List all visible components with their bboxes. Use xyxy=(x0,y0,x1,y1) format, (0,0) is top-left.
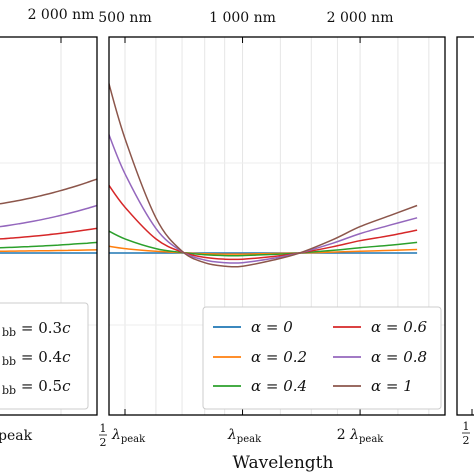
left-panel-lines xyxy=(0,178,97,254)
right-bottom-tick-label: 1 2 xyxy=(462,420,470,447)
legend-label-5: α = 1 xyxy=(371,377,413,395)
center-top-ticks: 500 nm 1 000 nm 2 000 nm xyxy=(98,10,393,43)
left-panel-frame xyxy=(0,36,98,416)
svg-text:2: 2 xyxy=(463,434,470,447)
right-panel-frame xyxy=(456,36,474,416)
left-legend-label-1: bb = 0.4c xyxy=(2,348,71,368)
center-panel-legend: α = 0 α = 0.2 α = 0.4 α = 0.6 α = 0.8 α = 1 xyxy=(202,306,442,410)
legend-label-0: α = 0 xyxy=(251,318,293,336)
left-top-tick-label: 2 000 nm xyxy=(28,7,95,23)
center-panel: 500 nm 1 000 nm 2 000 nm 12 λpeak λpeak 2 λpe… xyxy=(98,10,446,473)
legend-label-1: α = 0.2 xyxy=(251,348,307,366)
center-bottom-ticks: 12 λpeak λpeak 2 λpeak xyxy=(98,409,385,449)
center-panel-frame xyxy=(108,36,446,416)
top-tick-label: 500 nm xyxy=(98,10,151,26)
series-line-3 xyxy=(109,184,418,261)
left-legend-box xyxy=(0,302,89,410)
series-line-5 xyxy=(109,80,418,268)
bottom-tick-label: 2 λpeak xyxy=(337,427,385,445)
left-panel: 2 000 nm bb = 0.3c bb = 0.4c bb = 0.5c pea… xyxy=(0,7,98,444)
series-line-4 xyxy=(109,132,418,264)
top-tick-label: 1 000 nm xyxy=(209,10,276,26)
series-line-2 xyxy=(109,230,418,257)
left-bottom-tick-label: peak xyxy=(0,428,33,444)
x-axis-label: Wavelength xyxy=(233,453,334,473)
series-line-1 xyxy=(109,245,418,255)
legend-label-3: α = 0.6 xyxy=(371,318,428,336)
left-series-line-2 xyxy=(0,241,97,249)
center-legend-box xyxy=(202,306,442,410)
bottom-tick-label: λpeak xyxy=(227,427,262,445)
bottom-tick-label: λpeak xyxy=(111,427,146,445)
left-series-line-4 xyxy=(0,204,97,228)
left-legend-label-0: bb = 0.3c xyxy=(2,319,71,339)
svg-text:1: 1 xyxy=(99,422,106,435)
center-panel-lines xyxy=(109,80,418,268)
left-series-line-3 xyxy=(0,227,97,240)
bottom-tick-label-half: 12 λpeak xyxy=(98,422,146,449)
legend-label-4: α = 0.8 xyxy=(371,348,427,366)
svg-text:2: 2 xyxy=(99,436,106,449)
left-series-line-5 xyxy=(0,178,97,205)
left-legend-label-2: bb = 0.5c xyxy=(2,377,71,397)
svg-text:1: 1 xyxy=(463,420,470,433)
top-tick-label: 2 000 nm xyxy=(327,10,394,26)
left-panel-legend: bb = 0.3c bb = 0.4c bb = 0.5c xyxy=(0,302,89,410)
left-series-line-1 xyxy=(0,249,97,252)
legend-label-2: α = 0.4 xyxy=(251,377,307,395)
right-panel: 1 2 xyxy=(456,36,474,447)
